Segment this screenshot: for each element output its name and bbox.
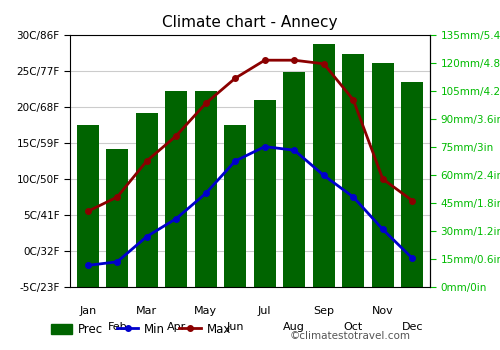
Text: Sep: Sep (314, 307, 334, 316)
Bar (372, 63, 394, 287)
Bar (312, 44, 335, 287)
Text: May: May (194, 307, 218, 316)
Text: ©climatestotravel.com: ©climatestotravel.com (290, 331, 411, 341)
Text: Apr: Apr (166, 322, 186, 332)
Text: Aug: Aug (284, 322, 305, 332)
Bar (224, 125, 246, 287)
Bar (165, 91, 188, 287)
Bar (254, 100, 276, 287)
Bar (106, 149, 128, 287)
Text: Nov: Nov (372, 307, 394, 316)
Bar (76, 125, 99, 287)
Bar (194, 91, 217, 287)
Text: Oct: Oct (344, 322, 363, 332)
Legend: Prec, Min, Max: Prec, Min, Max (46, 318, 236, 341)
Text: Dec: Dec (402, 322, 423, 332)
Text: Feb: Feb (108, 322, 127, 332)
Bar (401, 82, 423, 287)
Title: Climate chart - Annecy: Climate chart - Annecy (162, 15, 338, 30)
Text: Jan: Jan (79, 307, 96, 316)
Text: Mar: Mar (136, 307, 158, 316)
Bar (342, 54, 364, 287)
Bar (283, 72, 306, 287)
Text: Jun: Jun (226, 322, 244, 332)
Text: Jul: Jul (258, 307, 272, 316)
Bar (136, 113, 158, 287)
